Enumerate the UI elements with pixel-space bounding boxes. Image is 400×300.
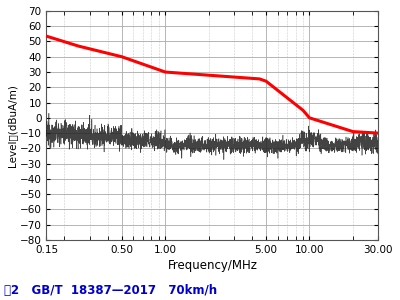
X-axis label: Frequency/MHz: Frequency/MHz [167, 259, 257, 272]
Text: 图2   GB/T  18387—2017   70km/h: 图2 GB/T 18387—2017 70km/h [4, 284, 217, 297]
Y-axis label: Level／(dBuA/m): Level／(dBuA/m) [7, 84, 17, 167]
